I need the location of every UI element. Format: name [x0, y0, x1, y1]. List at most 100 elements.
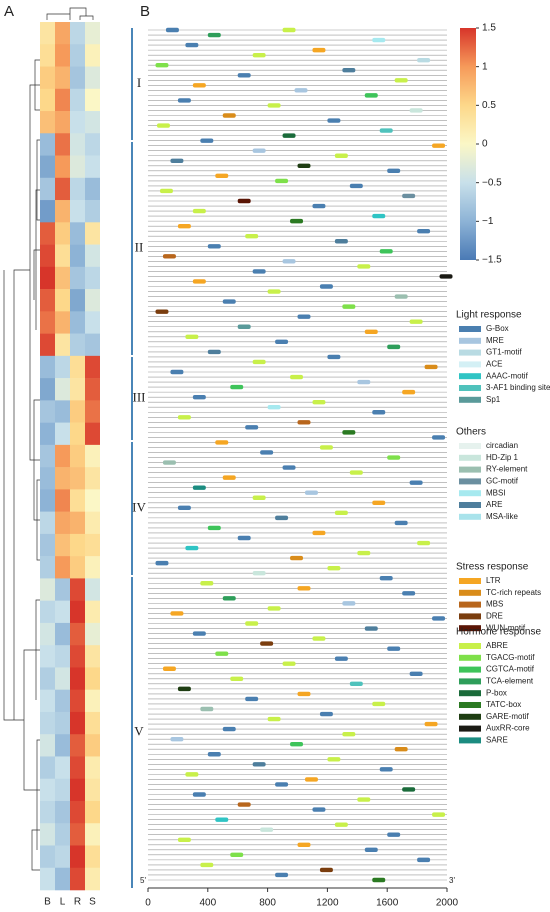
motif	[379, 767, 393, 772]
motif	[349, 470, 363, 475]
motif	[267, 405, 281, 410]
heat-cell	[70, 667, 85, 690]
legend-swatch	[459, 513, 481, 520]
motif	[155, 560, 169, 566]
motif	[387, 455, 401, 460]
heat-cell	[40, 266, 55, 290]
legend-label: AAAC-motif	[486, 371, 529, 380]
motif	[282, 133, 296, 138]
motif	[192, 394, 206, 400]
heat-cell	[85, 355, 100, 379]
heat-cell	[85, 66, 100, 90]
motif	[170, 736, 184, 742]
heat-cell	[55, 266, 70, 290]
legend-swatch	[459, 690, 481, 697]
motif	[387, 344, 401, 350]
heat-cell	[40, 867, 55, 891]
motif	[192, 279, 206, 284]
motif	[252, 762, 266, 767]
heat-cell	[55, 734, 70, 757]
motif	[372, 500, 386, 505]
motif	[245, 234, 259, 239]
motif	[282, 465, 296, 470]
motif	[222, 596, 236, 601]
heat-cell	[85, 645, 100, 668]
legend-swatch	[459, 490, 481, 497]
motif	[432, 143, 446, 148]
dendrogram	[3, 7, 94, 871]
motif	[327, 354, 341, 360]
heat-cell	[55, 289, 70, 312]
motif	[155, 309, 169, 314]
motif	[297, 163, 311, 168]
motif	[275, 339, 289, 345]
motif	[230, 852, 244, 858]
heat-cell	[85, 511, 100, 535]
heat-cell	[70, 289, 85, 312]
motif	[342, 731, 356, 737]
motif	[192, 208, 206, 214]
legend-swatch	[459, 578, 481, 584]
motif	[394, 78, 408, 83]
heat-cell	[55, 556, 70, 579]
legend-label: TC-rich repeats	[486, 588, 541, 597]
heat-cell	[55, 467, 70, 490]
heat-cell	[55, 422, 70, 446]
motif	[312, 807, 326, 812]
legend-swatch	[459, 337, 481, 344]
legend-label: RY-element	[486, 465, 528, 474]
legend-label: LTR	[486, 576, 501, 585]
motif	[319, 445, 333, 450]
motif	[267, 289, 281, 294]
motif	[185, 334, 199, 340]
motif	[409, 480, 423, 485]
motif	[364, 93, 378, 98]
heat-cell	[70, 444, 85, 468]
motif	[342, 304, 356, 309]
heat-cell	[55, 244, 70, 268]
heat-cell	[70, 200, 85, 223]
heat-cell	[85, 289, 100, 312]
motif	[207, 32, 221, 38]
legend-label: G-Box	[486, 324, 509, 333]
motif	[387, 646, 401, 651]
motif	[222, 726, 236, 732]
heat-cell	[40, 622, 55, 646]
heat-cell	[70, 578, 85, 601]
motif	[364, 626, 378, 631]
heat-cell	[85, 600, 100, 624]
motif	[170, 158, 184, 163]
motif	[394, 520, 408, 526]
heat-cell	[85, 533, 100, 557]
motif	[245, 696, 259, 702]
heat-cell	[40, 645, 55, 668]
motif	[275, 872, 289, 878]
legend-swatch	[459, 654, 481, 661]
motif	[409, 671, 423, 676]
motif	[275, 515, 289, 521]
motif	[177, 415, 191, 420]
heat-cell	[70, 378, 85, 401]
motif	[177, 223, 191, 229]
motif	[402, 389, 416, 395]
legend-swatch	[459, 589, 481, 596]
motif	[327, 757, 341, 762]
heat-cell	[85, 823, 100, 846]
legend-swatch	[459, 454, 481, 461]
heat-cell	[85, 734, 100, 757]
heat-cell	[55, 88, 70, 112]
heat-cell	[85, 111, 100, 134]
legend-label: DRE	[486, 612, 503, 621]
heat-cell	[40, 66, 55, 90]
heat-cell	[85, 133, 100, 156]
legend-swatch	[459, 601, 481, 608]
legend-swatch	[459, 625, 481, 632]
motif	[312, 203, 326, 209]
motif	[215, 817, 229, 822]
heat-cell	[40, 778, 55, 802]
motif	[267, 716, 281, 722]
colorbar-label: 1	[482, 61, 488, 72]
heat-cell	[70, 800, 85, 824]
heat-cell	[70, 422, 85, 446]
